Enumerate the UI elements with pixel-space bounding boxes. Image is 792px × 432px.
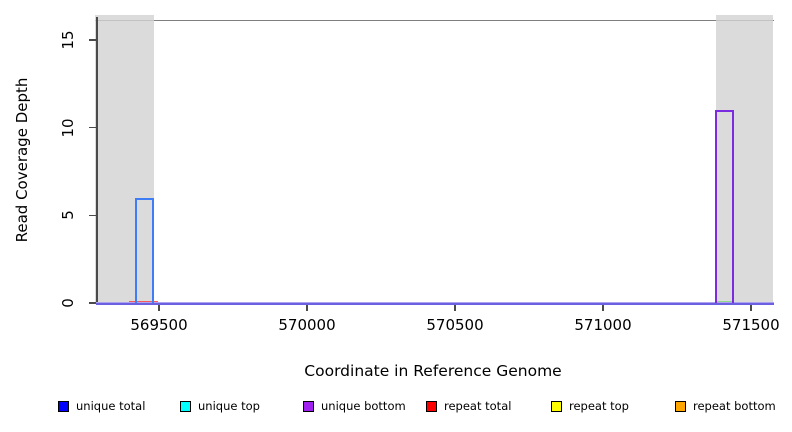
baseline-dark — [96, 303, 774, 305]
x-axis-label: Coordinate in Reference Genome — [304, 362, 562, 380]
baseline-light — [96, 302, 774, 303]
x-tick-label: 570000 — [278, 316, 336, 334]
x-tick-label: 569500 — [130, 316, 188, 334]
y-tick — [89, 214, 96, 216]
legend-label: repeat bottom — [693, 399, 776, 413]
right-flank-shade — [716, 15, 774, 303]
coverage-bar-unique-bottom — [715, 109, 735, 303]
legend-swatch-icon — [551, 401, 562, 412]
x-tick — [602, 305, 604, 311]
x-tick-label: 571000 — [574, 316, 632, 334]
x-tick-label: 571500 — [722, 316, 780, 334]
y-axis-line — [96, 17, 98, 305]
legend-swatch-icon — [180, 401, 191, 412]
x-tick — [158, 305, 160, 311]
coverage-bar-unique-total — [135, 197, 154, 303]
legend-swatch-icon — [303, 401, 314, 412]
legend-label: repeat top — [569, 399, 629, 413]
legend-label: unique top — [198, 399, 260, 413]
legend-label: unique bottom — [321, 399, 406, 413]
legend-swatch-icon — [426, 401, 437, 412]
y-tick — [89, 39, 96, 41]
x-tick-label: 570500 — [426, 316, 484, 334]
flank-shade-top-edge — [95, 20, 154, 21]
legend-label: repeat total — [444, 399, 512, 413]
legend-swatch-icon — [675, 401, 686, 412]
x-tick — [306, 305, 308, 311]
y-tick — [89, 126, 96, 129]
left-flank-shade — [95, 15, 154, 303]
flank-shade-top-edge — [716, 20, 774, 21]
x-tick — [454, 305, 456, 311]
plot-top-border — [96, 20, 774, 21]
y-tick — [89, 302, 96, 304]
x-tick — [750, 305, 752, 311]
legend-label: unique total — [76, 399, 146, 413]
legend-swatch-icon — [58, 401, 69, 412]
